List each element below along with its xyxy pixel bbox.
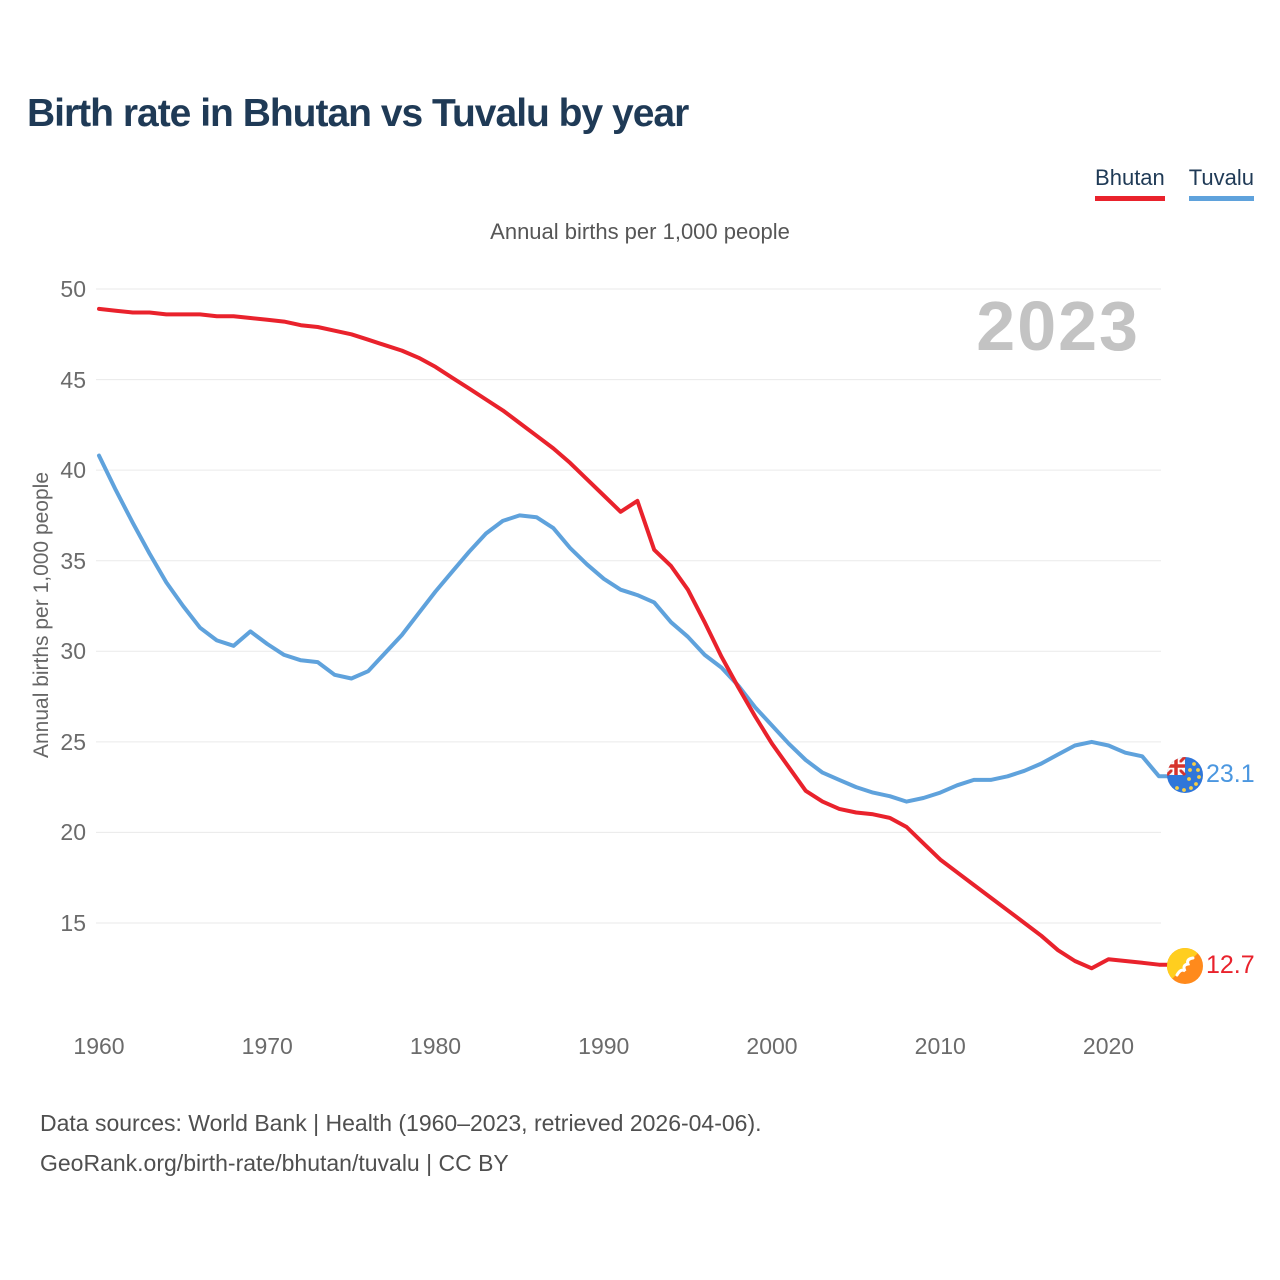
y-tick-label: 25: [60, 728, 86, 755]
y-tick-label: 35: [60, 547, 86, 574]
y-tick-label: 45: [60, 366, 86, 393]
x-tick-label: 2000: [746, 1033, 798, 1059]
y-tick-label: 40: [60, 457, 86, 484]
series-lines: [97, 306, 1172, 971]
x-tick-label: 1970: [241, 1033, 293, 1059]
footer-sources-line: Data sources: World Bank | Health (1960–…: [40, 1110, 762, 1136]
x-tick-label: 1980: [409, 1033, 462, 1059]
footer-attribution-line: GeoRank.org/birth-rate/bhutan/tuvalu | C…: [40, 1150, 509, 1176]
x-tick-label: 1960: [73, 1033, 125, 1059]
footer: Data sources: World Bank | Health (1960–…: [40, 1103, 762, 1183]
bhutan-end-value: 12.7: [1206, 951, 1255, 979]
y-tick-label: 20: [60, 819, 86, 846]
legend: Bhutan Tuvalu: [1095, 165, 1254, 201]
line-tuvalu: [97, 453, 1172, 804]
legend-item-bhutan[interactable]: Bhutan: [1095, 165, 1165, 201]
chart-subtitle: Annual births per 1,000 people: [490, 219, 790, 244]
tuvalu-flag-icon: [1167, 757, 1203, 793]
x-tick-label: 2010: [914, 1033, 966, 1059]
y-tick-label: 30: [60, 638, 86, 665]
gridlines: [96, 288, 1161, 924]
legend-item-tuvalu[interactable]: Tuvalu: [1188, 165, 1254, 201]
y-tick-label: 50: [60, 276, 86, 302]
x-tick-label: 1990: [578, 1033, 630, 1059]
x-tick-label: 2020: [1082, 1033, 1135, 1059]
tuvalu-end-value: 23.1: [1206, 760, 1255, 788]
bhutan-flag-icon: [1167, 948, 1203, 984]
y-tick-label: 15: [60, 909, 86, 936]
line-bhutan: [97, 306, 1172, 971]
watermark-year: 2023: [976, 287, 1140, 365]
page-title: Birth rate in Bhutan vs Tuvalu by year: [27, 92, 689, 135]
